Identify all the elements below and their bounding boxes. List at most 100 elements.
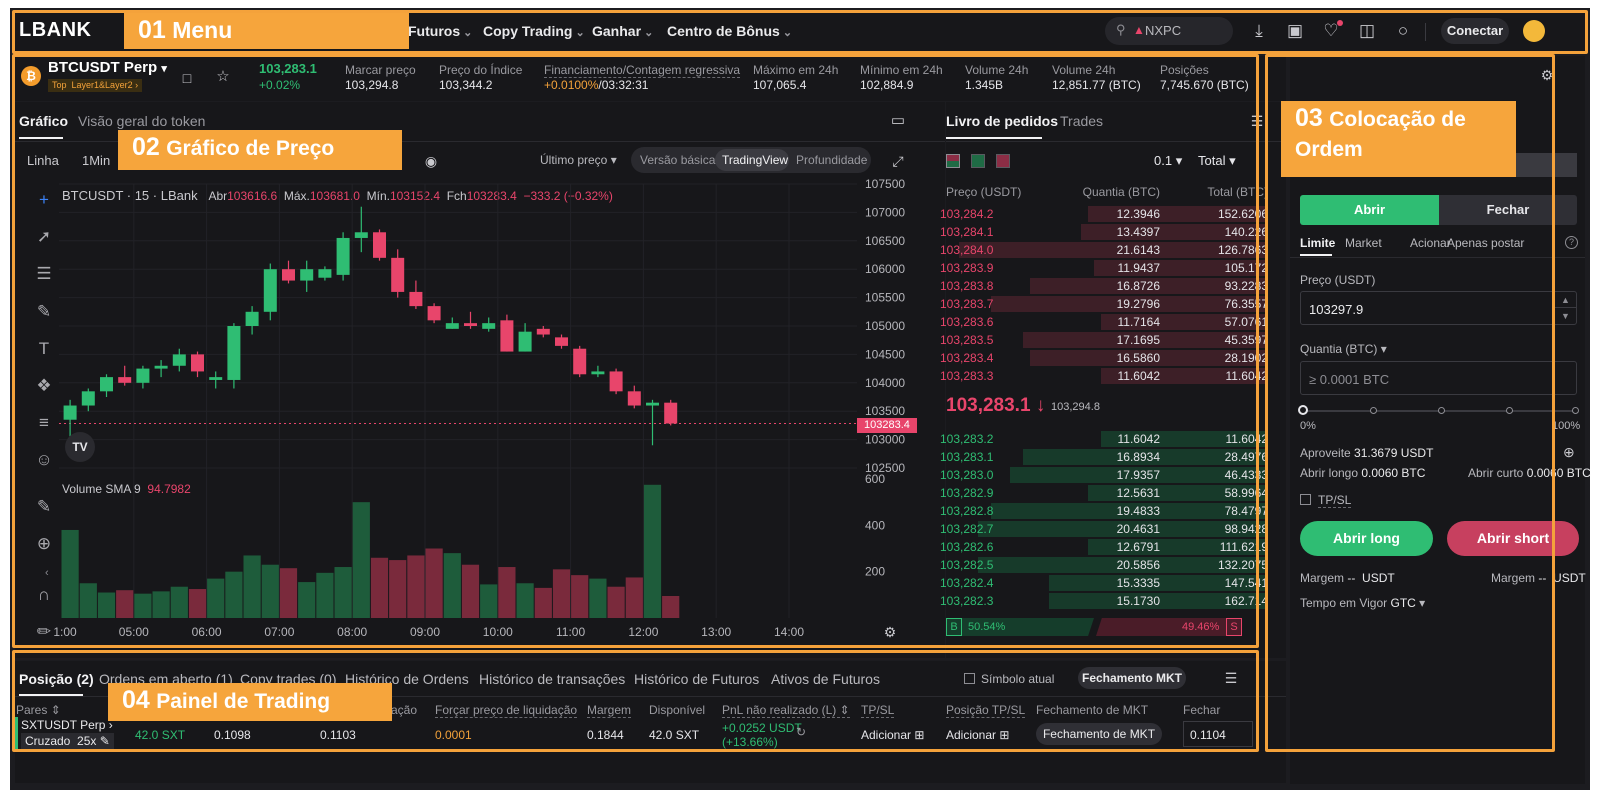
bid-row[interactable]: 103,283.1 16.8934 28.4976 [940, 448, 1268, 466]
view-bids-icon[interactable] [971, 154, 985, 168]
symbol-selector[interactable]: BTCUSDT Perp ▾ [48, 59, 167, 76]
slider-tick-25[interactable] [1370, 407, 1377, 414]
type-limit[interactable]: Limite [1300, 236, 1336, 250]
magnet-icon[interactable]: ∩ [37, 585, 51, 604]
time-in-force[interactable]: Tempo em Vigor GTC ▾ [1300, 596, 1426, 610]
wallet-icon[interactable]: ▣ [1286, 21, 1304, 40]
funding-label[interactable]: Financiamento/Contagem regressiva [544, 63, 741, 78]
position-pair[interactable]: SXTUSDT Perp › [21, 718, 113, 732]
horizontal-lines-icon[interactable]: ☰ [36, 264, 52, 283]
slider-handle[interactable] [1298, 405, 1308, 415]
help-icon[interactable]: ? [1565, 236, 1578, 249]
tab-orderbook[interactable]: Livro de pedidos [946, 113, 1059, 129]
share-pnl-icon[interactable]: ↻ [796, 725, 807, 739]
collapse-toolbar-icon[interactable]: ‹ [45, 567, 49, 579]
expand-icon[interactable]: ⤢ [892, 153, 904, 169]
ask-row[interactable]: 103,283.9 11.9437 105.172 [940, 259, 1268, 277]
pattern-icon[interactable]: ❖ [36, 376, 52, 395]
tab-futures-history[interactable]: Histórico de Futuros [634, 671, 760, 687]
tab-trade-history[interactable]: Histórico de transações [479, 671, 626, 687]
type-trigger[interactable]: Acionar [1410, 236, 1451, 250]
mkt-close-button[interactable]: Fechamento de MKT [1036, 723, 1162, 745]
view-tradingview-label[interactable]: TradingView [722, 153, 789, 167]
current-symbol-checkbox[interactable] [964, 673, 975, 684]
ask-row[interactable]: 103,284.2 12.3946 152.6206 [940, 205, 1268, 223]
nav-futures[interactable]: Futuros [408, 23, 472, 39]
open-long-button[interactable]: Abrir long [1300, 521, 1433, 556]
bid-row[interactable]: 103,282.6 12.6791 111.6219 [940, 538, 1268, 556]
tab-token-overview[interactable]: Visão geral do token [78, 113, 206, 129]
type-market[interactable]: Market [1345, 236, 1382, 250]
trendline-icon[interactable]: ➚ [36, 227, 52, 246]
tab-futures-assets[interactable]: Ativos de Futuros [771, 671, 880, 687]
zoom-icon[interactable]: ⊕ [36, 534, 52, 553]
tpsl-add[interactable]: Adicionar ⊞ [861, 728, 925, 742]
slider-tick-50[interactable] [1438, 407, 1445, 414]
avatar[interactable] [1523, 20, 1545, 42]
type-post-only[interactable]: Apenas postar [1447, 236, 1525, 250]
bell-icon[interactable]: ♡ [1323, 21, 1339, 40]
close-all-button[interactable]: Fechamento MKT [1078, 667, 1186, 689]
precision-select[interactable]: 0.1 ▾ [1154, 153, 1183, 168]
slider-tick-75[interactable] [1506, 407, 1513, 414]
view-depth[interactable]: Profundidade [796, 153, 868, 167]
ask-row[interactable]: 103,284.1 13.4397 140.226 [940, 223, 1268, 241]
ask-row[interactable]: 103,284.0 21.6143 126.7863 [940, 241, 1268, 259]
bid-row[interactable]: 103,282.8 19.4833 78.4797 [940, 502, 1268, 520]
ask-row[interactable]: 103,283.8 16.8726 93.2283 [940, 277, 1268, 295]
globe-icon[interactable]: ○ [1397, 21, 1409, 40]
price-down-icon[interactable]: ▼ [1554, 308, 1576, 324]
book-icon[interactable]: □ [182, 70, 192, 86]
interval-1min[interactable]: 1Min [82, 153, 111, 168]
add-funds-icon[interactable]: ⊕ [1563, 444, 1575, 460]
emoji-icon[interactable]: ☺ [35, 450, 53, 469]
order-settings-icon[interactable]: ⚙ [1540, 67, 1554, 83]
chart-settings-icon[interactable]: ⚙ [883, 624, 897, 640]
col-pairs[interactable]: Pares ⇕ [16, 703, 61, 717]
view-asks-icon[interactable] [996, 154, 1010, 168]
price-up-icon[interactable]: ▲ [1554, 292, 1576, 308]
tpsl-label[interactable]: TP/SL [1318, 493, 1352, 508]
fullscreen-icon[interactable]: ▭ [890, 112, 906, 129]
qty-label[interactable]: Quantia (BTC) ▾ [1300, 342, 1387, 356]
slider-tick-100[interactable] [1572, 407, 1579, 414]
ask-row[interactable]: 103,283.7 19.2796 76.3557 [940, 295, 1268, 313]
ask-row[interactable]: 103,283.6 11.7164 57.0761 [940, 313, 1268, 331]
price-input[interactable]: 103297.9 ▲ ▼ [1300, 291, 1577, 325]
camera-icon[interactable]: ◉ [424, 153, 438, 169]
panel-settings-icon[interactable]: ☰ [1224, 670, 1238, 686]
nav-bonus-center[interactable]: Centro de Bônus [667, 23, 792, 39]
position-tpsl-add[interactable]: Adicionar ⊞ [946, 728, 1010, 742]
star-icon[interactable]: ☆ [216, 68, 230, 85]
price-chart[interactable]: 107500 107000 106500 106000 105500 105000 1045… [15, 102, 945, 658]
tpsl-checkbox[interactable] [1300, 494, 1311, 505]
open-short-button[interactable]: Abrir short [1447, 521, 1579, 556]
fib-icon[interactable]: ≡ [39, 413, 49, 432]
lock-drawing-icon[interactable]: ✏ [36, 622, 52, 641]
current-symbol-label[interactable]: Símbolo atual [981, 672, 1055, 686]
view-basic[interactable]: Versão básica [640, 153, 716, 167]
price-type-select[interactable]: Último preço ▾ [540, 153, 617, 167]
ask-row[interactable]: 103,283.3 11.6042 11.6042 [940, 367, 1268, 385]
qty-input[interactable]: ≥ 0.0001 BTC [1300, 361, 1577, 395]
ruler-icon[interactable]: ✎ [36, 497, 52, 516]
search-box[interactable]: ⚲ ▲ NXPC [1105, 17, 1233, 45]
margin-mode[interactable]: Cruzado 25x ✎ [21, 733, 114, 749]
close-price-input[interactable]: 0.1104 [1183, 721, 1253, 747]
tab-trades[interactable]: Trades [1060, 113, 1104, 129]
interval-line[interactable]: Linha [27, 153, 59, 168]
bid-row[interactable]: 103,283.2 11.6042 11.6042 [940, 430, 1268, 448]
view-both-icon[interactable] [946, 154, 960, 168]
bid-row[interactable]: 103,282.3 15.1730 162.714 [940, 592, 1268, 610]
crosshair-icon[interactable]: + [39, 190, 49, 209]
mobile-app-icon[interactable]: ◫ [1358, 21, 1376, 40]
ask-row[interactable]: 103,283.4 16.5860 28.1902 [940, 349, 1268, 367]
open-tab[interactable]: Abrir [1300, 195, 1439, 225]
col-pnl[interactable]: PnL não realizado (L) ⇕ [722, 703, 850, 718]
total-select[interactable]: Total ▾ [1198, 153, 1236, 168]
bid-row[interactable]: 103,282.5 20.5856 132.2075 [940, 556, 1268, 574]
logo[interactable]: LBANK [19, 19, 92, 41]
connect-button[interactable]: Conectar [1441, 18, 1509, 44]
nav-copy-trading[interactable]: Copy Trading [483, 23, 585, 39]
tab-chart[interactable]: Gráfico [19, 113, 69, 129]
